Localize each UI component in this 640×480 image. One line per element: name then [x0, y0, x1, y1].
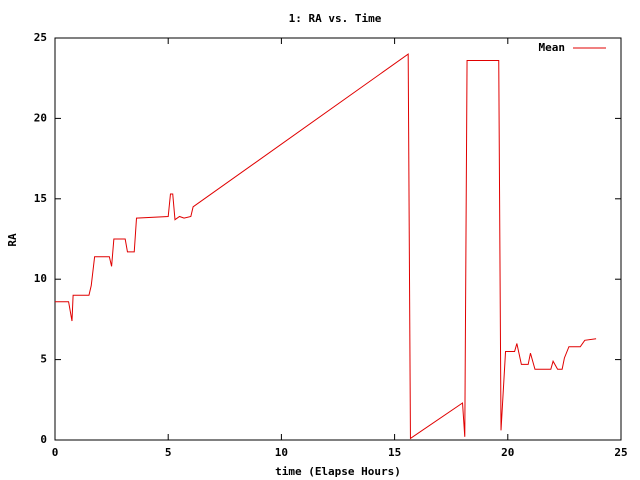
plot-frame	[54, 37, 622, 441]
data-line	[55, 53, 597, 440]
x-tick-label: 25	[614, 446, 627, 459]
y-tick-label: 25	[34, 31, 47, 44]
x-tick-label: 15	[388, 446, 401, 459]
y-tick-label: 0	[40, 433, 47, 446]
y-tick-label: 20	[34, 111, 47, 124]
x-tick-label: 0	[52, 446, 59, 459]
y-tick-label: 5	[40, 353, 47, 366]
x-tick-label: 5	[165, 446, 172, 459]
y-tick-label: 15	[34, 192, 47, 205]
y-tick-label: 10	[34, 272, 47, 285]
x-axis-label: time (Elapse Hours)	[275, 465, 401, 478]
x-tick-label: 10	[275, 446, 288, 459]
x-tick-label: 20	[501, 446, 514, 459]
chart-title: 1: RA vs. Time	[289, 12, 382, 25]
legend-label: Mean	[539, 41, 566, 54]
y-axis-label: RA	[6, 233, 19, 247]
